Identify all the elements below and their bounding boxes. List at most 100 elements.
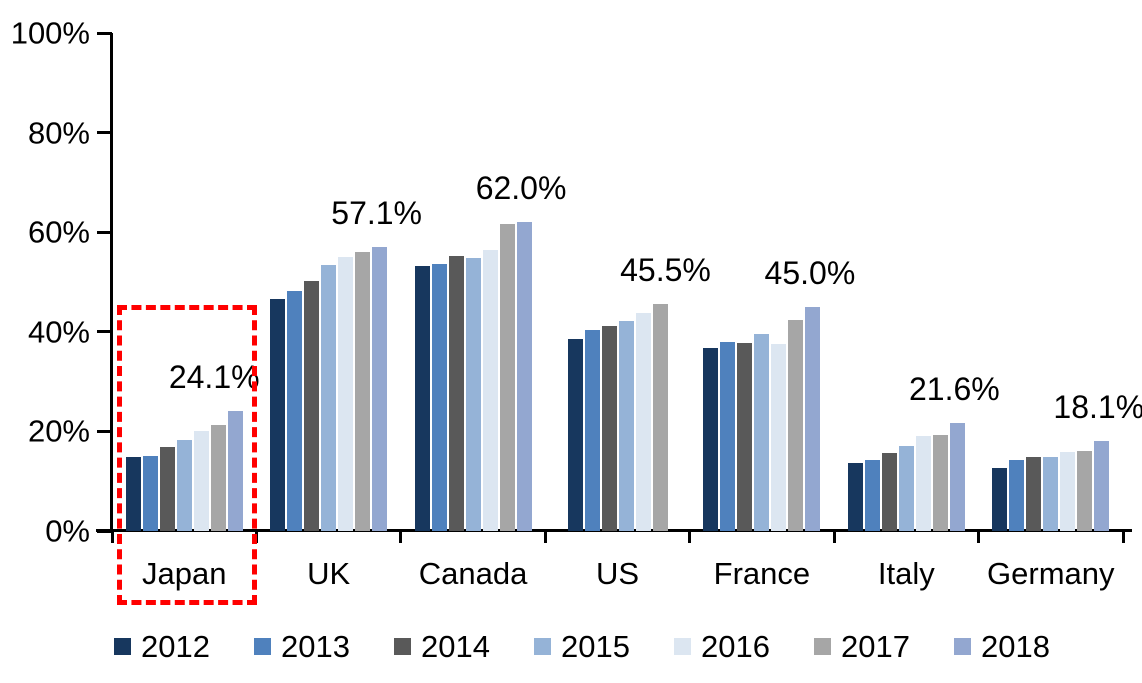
x-axis-tick (1121, 531, 1125, 543)
legend-item-2015: 2015 (534, 631, 674, 662)
bar-canada-2018 (516, 222, 532, 531)
x-axis-category-label: Italy (877, 556, 935, 591)
bar-italy-2017 (932, 434, 948, 531)
bar-canada-2015 (465, 257, 481, 531)
x-axis-tick (543, 531, 547, 543)
bar-germany-2013 (1009, 459, 1025, 531)
bar-canada-2016 (482, 250, 498, 531)
bar-us-2016 (635, 312, 651, 531)
x-axis-tick (688, 531, 692, 543)
bar-us-2015 (618, 320, 634, 531)
legend-label: 2015 (561, 629, 630, 664)
data-label-uk: 57.1% (331, 194, 423, 231)
y-axis-tick-label: 0% (45, 513, 90, 549)
legend-swatch-2014 (394, 638, 411, 655)
y-axis-tick (97, 31, 112, 35)
bar-uk-2012 (270, 298, 286, 531)
legend-swatch-2018 (954, 638, 971, 655)
y-axis-tick (97, 230, 112, 234)
legend-label: 2013 (281, 629, 350, 664)
bar-france-2013 (720, 342, 736, 531)
legend-item-2016: 2016 (674, 631, 814, 662)
data-label-japan: 24.1% (168, 358, 260, 395)
bar-us-2012 (567, 339, 583, 531)
bar-uk-2014 (304, 281, 320, 531)
legend-label: 2014 (421, 629, 490, 664)
bar-germany-2012 (992, 467, 1008, 531)
legend-item-2013: 2013 (254, 631, 394, 662)
legend-swatch-2012 (114, 638, 131, 655)
bar-uk-2016 (338, 257, 354, 531)
bar-italy-2018 (949, 423, 965, 531)
bar-italy-2013 (864, 459, 880, 531)
x-axis-category-label: France (713, 556, 811, 591)
bar-uk-2013 (287, 291, 303, 531)
data-label-canada: 62.0% (475, 170, 567, 207)
y-axis-tick-label: 100% (10, 15, 90, 51)
bar-japan-2018 (227, 410, 243, 531)
legend-swatch-2013 (254, 638, 271, 655)
y-axis-tick (97, 529, 112, 533)
bar-uk-2017 (355, 252, 371, 531)
y-axis-tick (97, 429, 112, 433)
x-axis-tick (399, 531, 403, 543)
y-axis-tick (97, 330, 112, 334)
bar-italy-2014 (881, 452, 897, 531)
bar-germany-2018 (1094, 440, 1110, 531)
x-axis-category-label: Germany (987, 556, 1115, 591)
bar-france-2017 (788, 319, 804, 531)
bar-us-2017 (652, 304, 668, 531)
y-axis-tick-label: 80% (27, 115, 90, 151)
bar-italy-2015 (898, 445, 914, 531)
bar-canada-2014 (448, 256, 464, 531)
bar-japan-2012 (125, 456, 141, 531)
x-axis-tick (110, 531, 114, 543)
bar-canada-2012 (414, 266, 430, 531)
y-axis-tick-label: 60% (27, 214, 90, 250)
bar-us-2013 (584, 329, 600, 531)
x-axis-tick (977, 531, 981, 543)
legend-swatch-2017 (814, 638, 831, 655)
legend-item-2012: 2012 (114, 631, 254, 662)
bar-france-2014 (737, 342, 753, 531)
bar-uk-2018 (372, 246, 388, 531)
legend-item-2017: 2017 (814, 631, 954, 662)
bar-germany-2017 (1077, 450, 1093, 531)
legend-label: 2018 (981, 629, 1050, 664)
data-label-france: 45.0% (764, 254, 856, 291)
y-axis-tick-label: 20% (27, 413, 90, 449)
legend-swatch-2016 (674, 638, 691, 655)
bar-japan-2016 (193, 430, 209, 531)
x-axis-category-label: Canada (418, 556, 528, 591)
bar-japan-2017 (210, 424, 226, 531)
legend-label: 2017 (841, 629, 910, 664)
bar-germany-2014 (1026, 457, 1042, 531)
bar-canada-2013 (431, 264, 447, 531)
data-label-italy: 21.6% (908, 371, 1000, 408)
bar-germany-2015 (1043, 456, 1059, 531)
bar-germany-2016 (1060, 452, 1076, 531)
bar-france-2012 (703, 348, 719, 531)
bar-italy-2016 (915, 435, 931, 531)
x-axis-category-label: Japan (141, 556, 227, 591)
x-axis-category-label: UK (307, 556, 351, 591)
x-axis-tick (832, 531, 836, 543)
legend-item-2014: 2014 (394, 631, 534, 662)
data-label-us: 45.5% (620, 252, 711, 289)
bar-italy-2012 (847, 463, 863, 531)
bar-uk-2015 (321, 265, 337, 531)
legend-swatch-2015 (534, 638, 551, 655)
japan-highlight-box (117, 305, 257, 605)
data-label-germany: 18.1% (1053, 388, 1142, 425)
x-axis-category-label: US (595, 556, 640, 591)
y-axis-tick (97, 131, 112, 135)
legend-label: 2012 (141, 629, 210, 664)
legend-item-2018: 2018 (954, 631, 1094, 662)
y-axis-line (110, 33, 113, 531)
bar-france-2016 (771, 343, 787, 531)
bar-japan-2014 (159, 447, 175, 531)
bar-france-2018 (805, 306, 821, 531)
bar-japan-2015 (176, 439, 192, 531)
y-axis-tick-label: 40% (27, 314, 90, 350)
